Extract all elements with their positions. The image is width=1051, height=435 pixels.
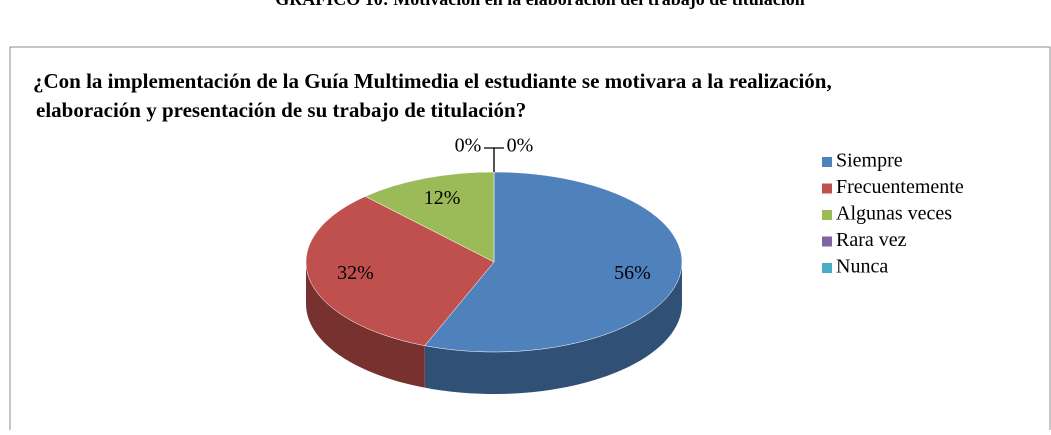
legend-label: Siempre bbox=[836, 150, 903, 172]
legend-swatch bbox=[822, 210, 832, 220]
data-label: 0% bbox=[507, 135, 534, 157]
legend-swatch bbox=[822, 183, 832, 194]
data-label: 12% bbox=[424, 187, 461, 209]
slice-side bbox=[424, 262, 682, 394]
slice bbox=[364, 171, 495, 263]
legend-swatch bbox=[822, 263, 832, 273]
leader-line bbox=[493, 147, 504, 172]
legend-label: Frecuentemente bbox=[836, 176, 964, 198]
data-label: 0% bbox=[455, 135, 482, 157]
slice-side bbox=[306, 262, 425, 388]
leader-line bbox=[484, 147, 495, 172]
legend-swatch bbox=[822, 157, 832, 167]
slice bbox=[424, 171, 683, 353]
heading: GRÁFICO 10: Motivación en la elaboración… bbox=[275, 0, 804, 9]
legend-label: Rara vez bbox=[836, 229, 907, 251]
legend-swatch bbox=[822, 236, 832, 247]
chart-title: elaboración y presentación de su trabajo… bbox=[36, 98, 526, 122]
slice bbox=[305, 196, 495, 346]
chart-frame bbox=[9, 46, 1051, 435]
legend-label: Algunas veces bbox=[836, 203, 952, 225]
chart-title: ¿Con la implementación de la Guía Multim… bbox=[33, 69, 832, 93]
data-label: 32% bbox=[337, 262, 374, 284]
data-label: 56% bbox=[614, 262, 651, 284]
legend-label: Nunca bbox=[836, 256, 888, 278]
